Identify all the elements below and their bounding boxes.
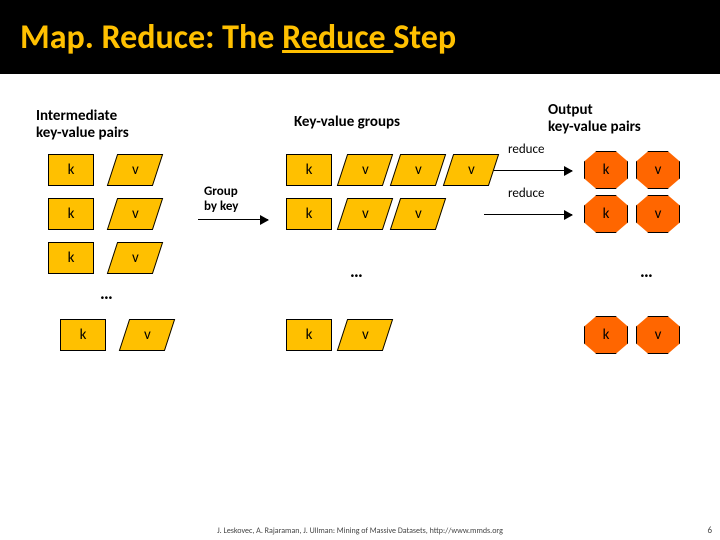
heading-output: Output key-value pairs: [548, 102, 641, 137]
group-value: v: [337, 319, 393, 351]
input-value: v: [107, 154, 163, 186]
output-key: k: [584, 151, 628, 189]
group-by-key-label: Group by key: [204, 184, 238, 214]
reduce-arrow-2: [484, 214, 572, 215]
input-key: k: [60, 319, 106, 351]
reduce-label-2: reduce: [508, 186, 544, 201]
title-prefix: Map. Reduce: The: [20, 17, 282, 58]
input-key: k: [48, 154, 94, 186]
input-key: k: [48, 242, 94, 274]
output-key: k: [584, 316, 628, 354]
input-value: v: [107, 198, 163, 230]
group-value: v: [443, 154, 499, 186]
input-value: v: [107, 242, 163, 274]
footer-citation: J. Leskovec, A. Rajaraman, J. Ullman: Mi…: [0, 526, 720, 536]
heading-groups: Key-value groups: [294, 114, 400, 131]
page-number: 6: [707, 525, 712, 536]
title-suffix: Step: [393, 17, 456, 58]
group-value: v: [337, 198, 393, 230]
group-value: v: [337, 154, 393, 186]
title-bar: Map. Reduce: The Reduce Step: [0, 0, 720, 74]
input-value: v: [119, 319, 175, 351]
ellipsis: …: [100, 282, 113, 304]
group-key: k: [286, 154, 332, 186]
group-key: k: [286, 319, 332, 351]
group-key: k: [286, 198, 332, 230]
group-value: v: [390, 198, 446, 230]
output-value: v: [636, 151, 680, 189]
group-by-key-arrow: [198, 219, 268, 220]
heading-intermediate: Intermediate key-value pairs: [36, 108, 129, 143]
slide-title: Map. Reduce: The Reduce Step: [20, 17, 456, 58]
ellipsis: …: [350, 260, 363, 282]
output-value: v: [636, 316, 680, 354]
group-value: v: [390, 154, 446, 186]
input-key: k: [48, 198, 94, 230]
reduce-arrow-1: [484, 170, 572, 171]
title-underlined: Reduce: [282, 17, 393, 58]
ellipsis: …: [640, 260, 653, 282]
output-key: k: [584, 195, 628, 233]
reduce-label-1: reduce: [508, 142, 544, 157]
output-value: v: [636, 195, 680, 233]
diagram-canvas: Intermediate key-value pairs Key-value g…: [0, 74, 720, 540]
